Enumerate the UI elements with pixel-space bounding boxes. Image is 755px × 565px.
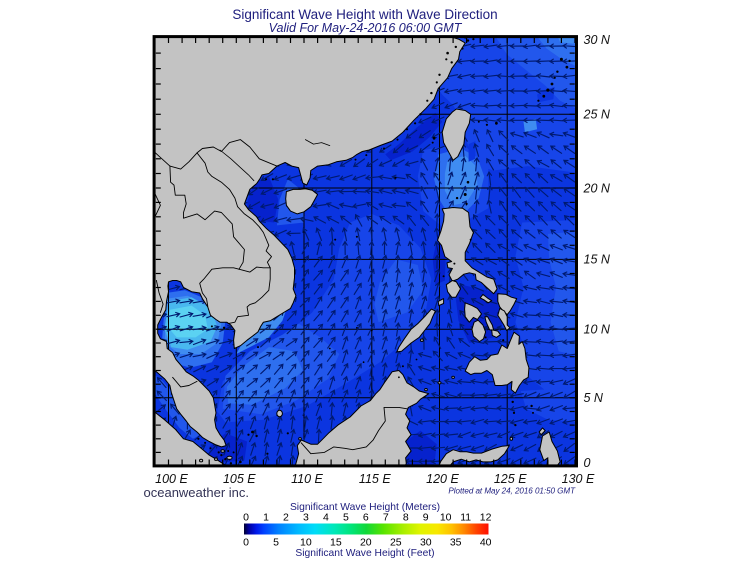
svg-text:Plotted at May 24, 2016 01:50: Plotted at May 24, 2016 01:50 GMT xyxy=(448,487,576,496)
svg-text:20 N: 20 N xyxy=(583,181,611,195)
svg-text:1: 1 xyxy=(263,512,269,524)
svg-text:25: 25 xyxy=(390,537,402,549)
svg-text:2: 2 xyxy=(283,512,289,524)
svg-text:130 E: 130 E xyxy=(562,472,595,486)
svg-text:0: 0 xyxy=(584,456,591,470)
svg-text:30: 30 xyxy=(420,537,432,549)
svg-text:Significant Wave Height (Meter: Significant Wave Height (Meters) xyxy=(290,502,440,513)
svg-text:5: 5 xyxy=(273,537,279,549)
svg-text:100 E: 100 E xyxy=(155,472,188,486)
svg-text:8: 8 xyxy=(403,512,409,524)
svg-text:0: 0 xyxy=(243,512,249,524)
svg-text:10: 10 xyxy=(300,537,312,549)
svg-text:20: 20 xyxy=(360,537,372,549)
svg-text:125 E: 125 E xyxy=(494,472,527,486)
svg-text:105 E: 105 E xyxy=(223,472,256,486)
svg-text:40: 40 xyxy=(480,537,492,549)
svg-text:6: 6 xyxy=(363,512,369,524)
svg-text:15 N: 15 N xyxy=(584,253,611,267)
svg-text:7: 7 xyxy=(383,512,389,524)
svg-text:15: 15 xyxy=(330,537,342,549)
svg-text:115 E: 115 E xyxy=(359,472,391,486)
svg-text:30 N: 30 N xyxy=(584,33,611,47)
svg-text:4: 4 xyxy=(323,512,329,524)
svg-text:11: 11 xyxy=(460,512,471,524)
svg-text:110 E: 110 E xyxy=(291,472,323,486)
svg-text:120 E: 120 E xyxy=(426,472,459,486)
svg-text:3: 3 xyxy=(303,512,309,524)
svg-text:10: 10 xyxy=(440,512,452,524)
svg-text:35: 35 xyxy=(450,537,462,549)
svg-text:0: 0 xyxy=(243,537,249,549)
svg-text:9: 9 xyxy=(423,512,429,524)
svg-text:10 N: 10 N xyxy=(584,323,611,337)
svg-text:oceanweather inc.: oceanweather inc. xyxy=(144,485,250,500)
svg-text:Valid For May-24-2016 06:00 GM: Valid For May-24-2016 06:00 GMT xyxy=(269,21,463,35)
svg-text:Significant Wave Height (Feet): Significant Wave Height (Feet) xyxy=(295,548,434,559)
svg-text:5: 5 xyxy=(343,512,349,524)
svg-text:Significant Wave Height with W: Significant Wave Height with Wave Direct… xyxy=(232,7,497,22)
svg-text:5 N: 5 N xyxy=(584,391,604,405)
svg-text:25 N: 25 N xyxy=(583,108,611,122)
svg-text:12: 12 xyxy=(480,512,492,524)
